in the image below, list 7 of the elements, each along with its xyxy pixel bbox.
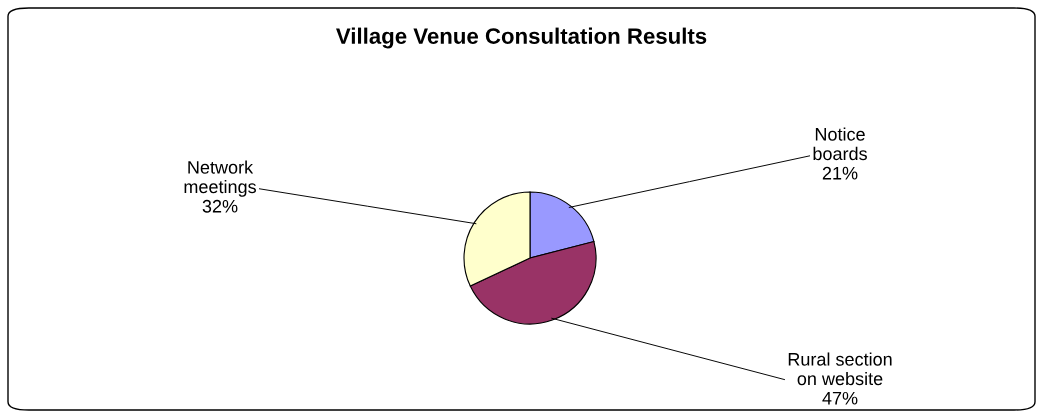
chart-title: Village Venue Consultation Results: [336, 27, 707, 49]
slice-label: Rural section on website: [788, 352, 892, 386]
data-label: 32%: [202, 199, 238, 213]
data-label: 47%: [822, 391, 858, 405]
slice-label: Network meetings: [184, 160, 256, 197]
slice-label: Notice boards: [813, 127, 867, 161]
data-label: 21%: [822, 166, 858, 180]
